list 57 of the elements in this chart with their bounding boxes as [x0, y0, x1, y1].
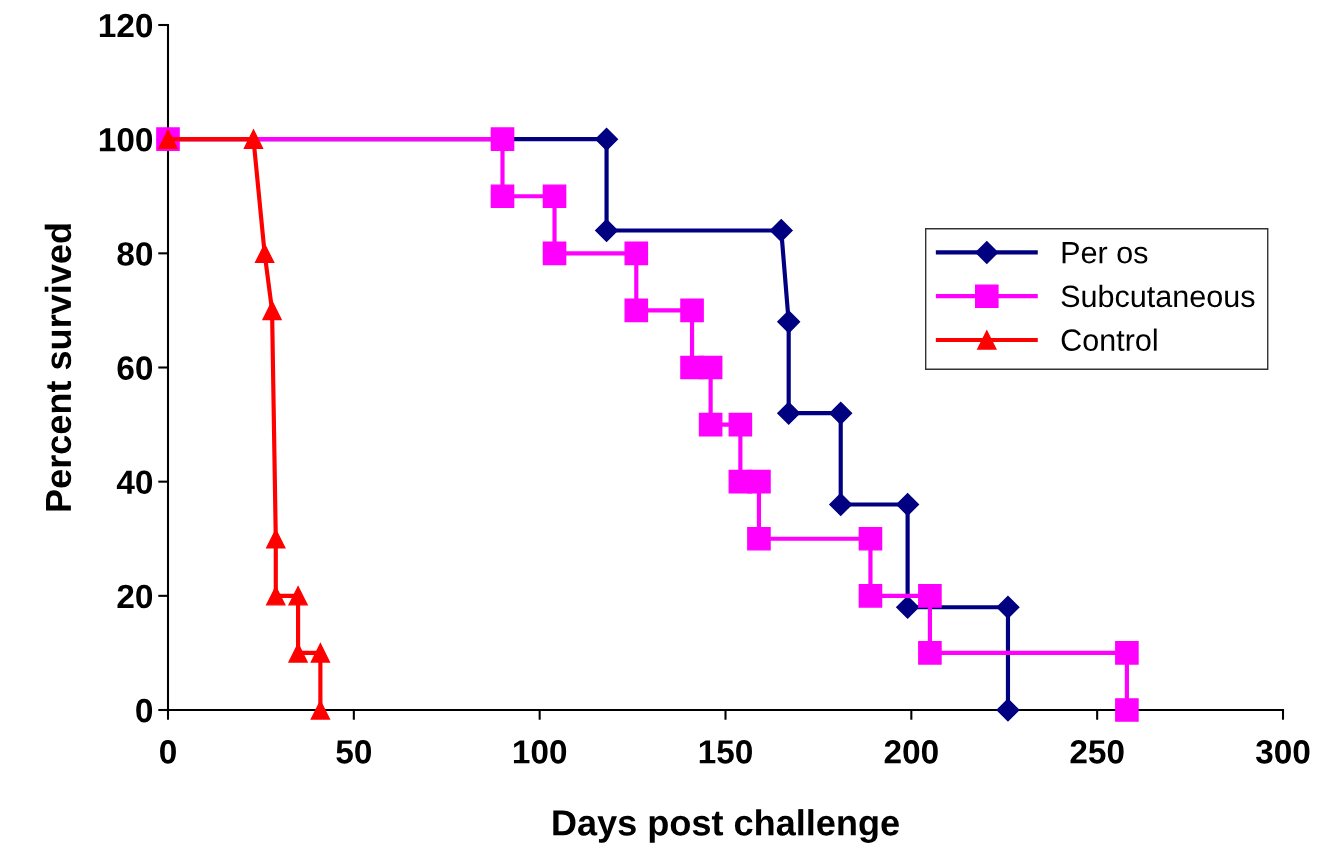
point [769, 219, 793, 242]
point [243, 129, 264, 149]
point [490, 184, 515, 209]
point [1115, 698, 1139, 722]
y-tick-label: 100 [99, 127, 153, 152]
x-tick-label: 250 [1070, 740, 1124, 764]
y-axis-title: Percent survived [44, 224, 72, 511]
y-tick-label: 120 [99, 13, 153, 38]
point [698, 355, 723, 380]
point [728, 412, 753, 437]
legend-label: Subcutaneous [1061, 284, 1255, 308]
point [858, 526, 883, 551]
y-tick-label: 80 [117, 242, 153, 266]
point [262, 300, 282, 321]
x-tick-label: 200 [884, 740, 938, 764]
point [542, 184, 567, 209]
point [624, 241, 649, 266]
point [288, 586, 308, 606]
point [254, 243, 275, 264]
point [896, 595, 920, 619]
x-tick-label: 150 [699, 740, 752, 764]
x-tick-label: 100 [513, 740, 567, 764]
point [747, 469, 771, 494]
point [747, 526, 771, 551]
point [542, 241, 567, 266]
point [918, 641, 942, 665]
point [858, 584, 883, 608]
point [310, 700, 331, 720]
point [266, 586, 286, 606]
point [698, 412, 723, 437]
x-tick-label: 0 [160, 740, 176, 764]
x-tick-label: 300 [1255, 740, 1310, 764]
point [777, 310, 801, 334]
point [829, 401, 853, 425]
point [1115, 641, 1139, 665]
point [266, 529, 286, 549]
y-tick-label: 20 [117, 584, 153, 609]
point [310, 643, 331, 663]
legend-label: Per os [1062, 242, 1148, 264]
point [288, 643, 308, 663]
point [996, 698, 1020, 722]
x-tick-label: 50 [336, 740, 372, 764]
point [680, 298, 704, 323]
x-axis-title: Days post challenge [553, 809, 899, 843]
point [918, 584, 942, 608]
legend-label: Control [1061, 328, 1157, 351]
point [829, 493, 853, 516]
y-tick-label: 40 [116, 470, 153, 495]
point [896, 493, 920, 516]
point [595, 127, 619, 151]
point [996, 595, 1020, 619]
point [624, 298, 649, 323]
point [595, 219, 619, 242]
y-tick-label: 0 [136, 698, 153, 723]
y-tick-label: 60 [117, 356, 153, 380]
point [490, 127, 515, 151]
point [777, 401, 801, 425]
